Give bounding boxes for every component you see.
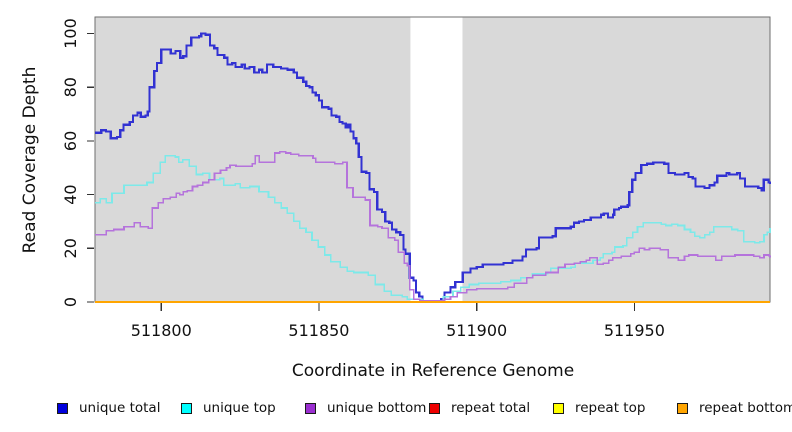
y-tick-label: 20 — [61, 238, 80, 258]
legend-label: unique top — [203, 400, 276, 416]
y-tick-label: 40 — [61, 184, 80, 204]
legend: unique total unique top unique bottom repea… — [57, 400, 792, 416]
y-tick-label: 100 — [61, 18, 80, 49]
legend-swatch-repeat-top — [553, 402, 564, 414]
legend-label: repeat total — [451, 400, 531, 416]
legend-label: repeat bottom — [699, 400, 792, 416]
legend-swatch-repeat-total — [429, 402, 440, 414]
legend-item-unique-total: unique total — [57, 400, 181, 416]
x-tick-label: 511900 — [446, 321, 507, 340]
legend-item-repeat-bottom: repeat bottom — [677, 400, 792, 416]
legend-item-unique-bottom: unique bottom — [305, 400, 429, 416]
x-tick-label: 511800 — [131, 321, 192, 340]
legend-item-unique-top: unique top — [181, 400, 305, 416]
highlight-band — [410, 17, 463, 302]
legend-swatch-unique-bottom — [305, 402, 316, 414]
series-line-unique-total — [95, 32, 772, 304]
series-line-unique-bottom — [95, 150, 771, 302]
y-tick-label: 80 — [61, 77, 80, 97]
legend-swatch-unique-total — [57, 402, 68, 414]
legend-label: unique total — [79, 400, 161, 416]
y-tick-label: 0 — [61, 297, 80, 307]
legend-label: repeat top — [575, 400, 646, 416]
legend-swatch-repeat-bottom — [677, 402, 688, 414]
x-tick-label: 511850 — [288, 321, 349, 340]
x-axis-title: Coordinate in Reference Genome — [291, 361, 575, 381]
y-tick-label: 60 — [61, 131, 80, 151]
y-axis-title: Read Coverage Depth — [20, 66, 40, 254]
legend-label: unique bottom — [327, 400, 427, 416]
x-tick-label: 511950 — [604, 321, 665, 340]
legend-item-repeat-total: repeat total — [429, 400, 553, 416]
legend-swatch-unique-top — [181, 402, 192, 414]
legend-item-repeat-top: repeat top — [553, 400, 677, 416]
